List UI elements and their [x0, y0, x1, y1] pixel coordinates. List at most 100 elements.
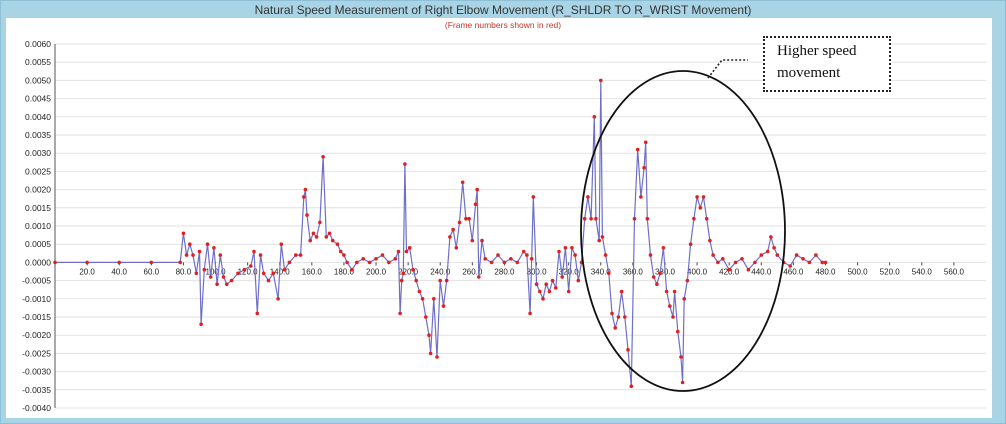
highlight-ellipse — [580, 70, 786, 392]
data-point — [619, 289, 624, 294]
data-point — [688, 242, 693, 246]
data-point — [367, 260, 372, 265]
data-point — [441, 304, 446, 308]
data-point — [807, 260, 812, 265]
data-point — [521, 249, 526, 254]
data-point — [321, 155, 325, 159]
data-point — [221, 275, 226, 279]
y-tick-label: 0.0060 — [25, 39, 51, 49]
data-point — [603, 253, 608, 257]
y-tick-label: -0.0015 — [22, 312, 51, 322]
data-point — [515, 260, 520, 265]
y-tick-label: -0.0035 — [22, 385, 51, 395]
data-point — [547, 289, 552, 294]
y-tick-label: 0.0020 — [25, 185, 51, 195]
x-tick-label: 220.0 — [398, 267, 419, 276]
data-point — [212, 246, 216, 250]
data-point — [655, 282, 659, 287]
y-tick-label: 0.0050 — [25, 75, 51, 85]
data-point — [335, 242, 340, 246]
data-point — [645, 216, 650, 221]
data-point — [473, 202, 478, 206]
data-point — [721, 257, 725, 261]
data-point — [680, 380, 685, 385]
data-point — [759, 253, 764, 257]
data-point — [361, 257, 366, 261]
data-point — [629, 384, 634, 389]
data-point — [820, 260, 825, 265]
x-tick-label: 60.0 — [144, 267, 160, 276]
data-point — [205, 242, 210, 246]
data-point — [396, 249, 401, 254]
data-point — [427, 333, 431, 338]
data-point — [432, 297, 436, 301]
data-point — [672, 289, 677, 294]
x-tick-label: 80.0 — [176, 267, 192, 276]
data-point — [117, 260, 121, 265]
data-point — [676, 329, 680, 334]
data-point — [276, 297, 280, 301]
data-point — [393, 257, 398, 261]
x-tick-label: 440.0 — [751, 267, 772, 276]
data-point — [626, 348, 630, 352]
y-tick-label: 0.0005 — [25, 239, 51, 249]
data-point — [236, 271, 240, 276]
data-point — [525, 253, 529, 257]
x-tick-label: 20.0 — [79, 267, 95, 276]
data-point — [708, 238, 712, 243]
data-point — [178, 260, 182, 265]
x-tick-label: 120.0 — [238, 267, 259, 276]
data-point — [733, 260, 738, 265]
data-point — [188, 242, 192, 246]
data-point — [658, 271, 662, 276]
data-point — [215, 282, 219, 287]
data-point — [324, 235, 329, 239]
y-tick-label: 0.0010 — [25, 221, 51, 231]
data-point — [451, 227, 455, 232]
data-point — [671, 315, 675, 319]
data-point — [303, 187, 308, 192]
data-point — [197, 249, 202, 254]
data-point — [191, 253, 195, 257]
y-tick-label: -0.0010 — [22, 294, 51, 304]
x-tick-label: 160.0 — [302, 267, 323, 276]
data-point — [698, 206, 703, 210]
x-tick-label: 540.0 — [912, 267, 933, 276]
data-point — [467, 216, 471, 221]
data-point — [664, 289, 669, 294]
data-point — [616, 315, 621, 319]
x-tick-label: 180.0 — [334, 267, 355, 276]
data-point — [305, 213, 309, 217]
data-point — [801, 257, 805, 261]
chart-subtitle: (Frame numbers shown in red) — [445, 20, 561, 30]
data-point — [407, 246, 412, 250]
data-point — [311, 231, 316, 236]
chart-title: Natural Speed Measurement of Right Elbow… — [255, 3, 752, 17]
data-point — [648, 253, 653, 257]
data-point — [610, 311, 614, 316]
data-point — [753, 260, 757, 265]
data-point — [594, 216, 598, 221]
data-point — [607, 271, 611, 276]
data-point — [420, 297, 425, 301]
data-point — [563, 246, 568, 250]
data-point — [823, 260, 828, 265]
data-point — [229, 278, 234, 283]
data-point — [685, 278, 690, 283]
data-point — [483, 257, 488, 261]
data-point — [460, 180, 465, 185]
data-point — [355, 260, 359, 265]
data-point — [794, 253, 799, 257]
data-point — [208, 275, 213, 279]
x-tick-label: 520.0 — [880, 267, 901, 276]
y-tick-label: 0.0035 — [25, 130, 51, 140]
data-point — [53, 260, 57, 265]
data-point — [529, 257, 534, 261]
data-point — [613, 326, 617, 330]
data-point — [417, 289, 422, 294]
data-point — [651, 275, 656, 279]
data-point — [342, 253, 346, 257]
data-point — [538, 289, 542, 294]
y-tick-label: -0.0020 — [22, 330, 51, 340]
x-tick-label: 460.0 — [783, 267, 804, 276]
